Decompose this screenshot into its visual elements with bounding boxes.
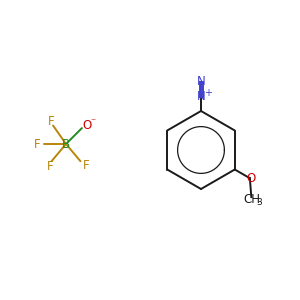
Text: N: N [197,75,206,88]
Text: F: F [47,115,54,128]
Text: B: B [62,137,70,151]
Text: F: F [34,137,41,151]
Text: O: O [83,119,92,132]
Text: +: + [204,88,212,98]
Text: CH: CH [243,193,260,206]
Text: 3: 3 [256,198,262,207]
Text: O: O [246,172,255,185]
Text: F: F [82,159,89,172]
Text: N: N [197,90,206,103]
Text: F: F [47,160,53,173]
Text: ⁻: ⁻ [91,117,96,127]
